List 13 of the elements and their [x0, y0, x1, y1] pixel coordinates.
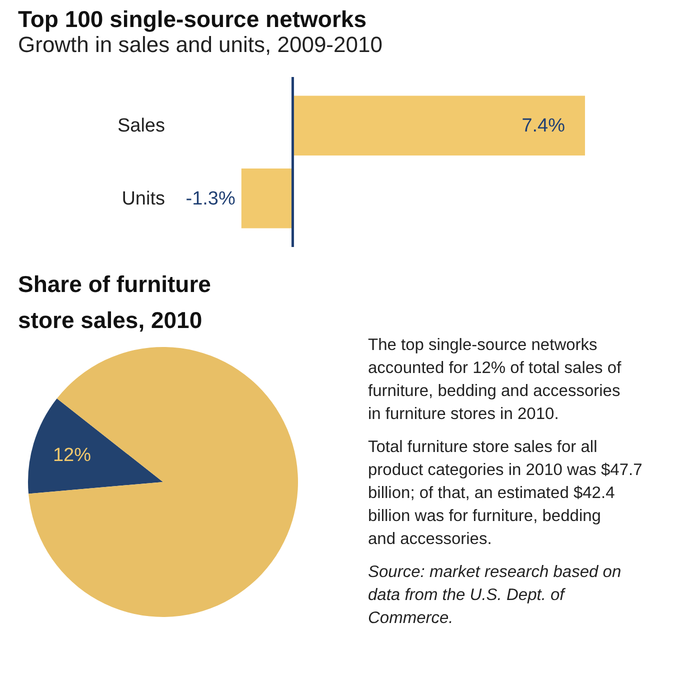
pie-slice: [28, 398, 163, 494]
y-tick-label: Units: [122, 188, 165, 210]
data-label: 12%: [52, 444, 92, 466]
data-label: 7.4%: [522, 116, 566, 137]
chart-subtitle: Growth in sales and units, 2009-2010: [18, 32, 382, 57]
pie-slice: [28, 347, 298, 617]
chart-title: Share of furniture store sales, 2010: [18, 271, 211, 333]
chart-title: Top 100 single-source networks: [18, 6, 367, 32]
data-label: -1.3%: [186, 188, 236, 210]
y-tick-label: Sales: [117, 116, 165, 137]
text: Total furniture store sales for all product categories in 2010 was $47.7 billion; of that, an estimated $42.4 billion was for furniture, bedding and accessories.: [368, 438, 642, 548]
text: The top single-source networks accounted for 12% of total sales of furniture, bedding and accessories in furniture stores in 2010.: [368, 336, 622, 423]
source-note: Source: market research based on data from the U.S. Dept. of Commerce.: [368, 563, 622, 627]
